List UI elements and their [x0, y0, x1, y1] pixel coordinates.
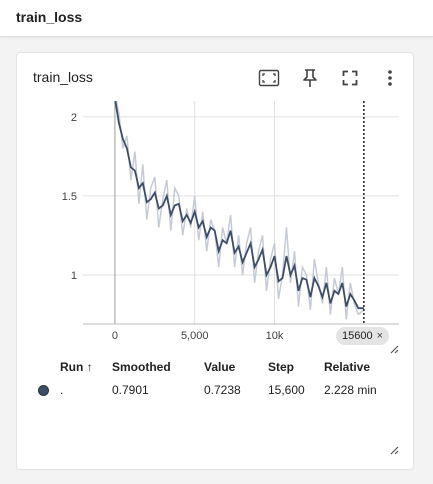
page-header: train_loss	[0, 0, 433, 37]
fit-domain-button[interactable]	[257, 66, 281, 90]
column-header-step[interactable]: Step	[268, 360, 295, 374]
page-title: train_loss	[16, 9, 83, 25]
step-badge[interactable]: 15600 ×	[336, 327, 390, 345]
table-row-value: 0.7238	[204, 383, 241, 397]
more-options-button[interactable]	[378, 66, 402, 90]
column-header-value[interactable]: Value	[204, 360, 236, 374]
y-tick-label: 2	[71, 112, 77, 124]
scalar-card: train_loss 1 1.5 2 0 5,000 10k	[16, 52, 414, 470]
y-tick-label: 1	[71, 270, 77, 282]
chart-resize-handle-icon[interactable]	[389, 344, 399, 354]
column-header-relative[interactable]: Relative	[324, 360, 371, 374]
table-row-smoothed: 0.7901	[112, 383, 149, 397]
chart-tick-labels: 1 1.5 2 0 5,000 10k	[62, 112, 284, 342]
column-header-run[interactable]: Run ↑	[60, 360, 93, 374]
table-row-relative: 2.228 min	[324, 383, 377, 397]
loss-chart[interactable]: 1 1.5 2 0 5,000 10k	[17, 53, 413, 353]
column-header-smoothed[interactable]: Smoothed	[112, 360, 171, 374]
y-tick-label: 1.5	[62, 191, 77, 203]
more-vert-icon	[388, 70, 392, 86]
pin-icon	[303, 69, 317, 87]
fullscreen-button[interactable]	[338, 66, 362, 90]
pin-button[interactable]	[298, 66, 322, 90]
table-resize-handle-icon[interactable]	[389, 445, 399, 455]
smoothed-series-line	[114, 101, 364, 310]
run-color-swatch	[38, 385, 49, 396]
x-tick-label: 10k	[266, 330, 284, 342]
x-tick-label: 5,000	[181, 330, 209, 342]
table-row-step: 15,600	[268, 383, 305, 397]
close-icon[interactable]: ×	[376, 330, 384, 342]
step-badge-value: 15600	[342, 330, 373, 342]
fit-domain-icon	[258, 69, 280, 87]
x-tick-label: 0	[112, 330, 118, 342]
table-row-run: .	[60, 383, 64, 397]
raw-series-line	[115, 101, 365, 320]
card-title: train_loss	[33, 69, 93, 85]
fullscreen-icon	[342, 70, 358, 86]
